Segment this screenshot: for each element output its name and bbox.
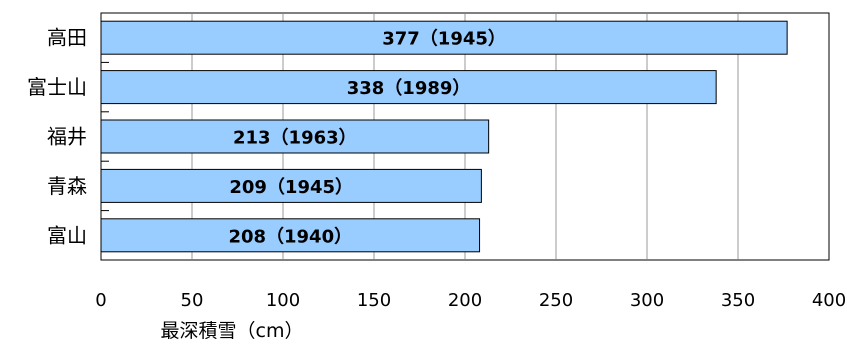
category-label-3: 福井	[47, 125, 87, 149]
category-label-4: 青森	[47, 174, 87, 198]
category-label-5: 富山	[47, 223, 87, 247]
x-tick-label-400: 400	[812, 290, 846, 311]
data-label-4: 209（1945）	[229, 177, 353, 198]
bar-3	[100, 119, 490, 154]
data-labels: 377（1945） 338（1989） 213（1963） 209（1945） 208（…	[228, 29, 505, 248]
x-tick-label-150: 150	[357, 290, 391, 311]
data-label-2: 338（1989）	[347, 78, 471, 99]
y-tick-marks	[101, 61, 109, 212]
bar-5	[100, 218, 481, 253]
data-label-5: 208（1940）	[228, 226, 352, 247]
bar-1	[100, 20, 788, 55]
data-label-1: 377（1945）	[382, 29, 506, 50]
category-label-1: 高田	[47, 26, 87, 50]
x-tick-labels: 0 50 100 150 200 250 300 350 400	[95, 290, 846, 311]
x-tick-label-350: 350	[721, 290, 755, 311]
x-tick-label-100: 100	[266, 290, 300, 311]
bar-2	[100, 70, 717, 105]
x-tick-label-50: 50	[181, 290, 204, 311]
bar-4	[100, 168, 482, 203]
category-label-2: 富士山	[27, 75, 87, 99]
data-label-3: 213（1963）	[233, 128, 357, 149]
x-tick-label-200: 200	[448, 290, 482, 311]
x-tick-label-250: 250	[539, 290, 573, 311]
x-axis-title: 最深積雪（cm）	[161, 320, 304, 342]
x-tick-label-300: 300	[630, 290, 664, 311]
x-tick-label-0: 0	[95, 290, 106, 311]
bars	[100, 20, 788, 253]
plot-area	[100, 12, 830, 261]
